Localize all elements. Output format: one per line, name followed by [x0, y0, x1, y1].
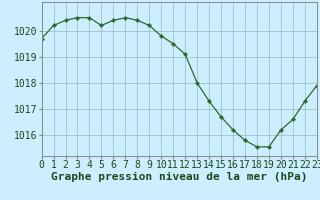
X-axis label: Graphe pression niveau de la mer (hPa): Graphe pression niveau de la mer (hPa) — [51, 172, 308, 182]
